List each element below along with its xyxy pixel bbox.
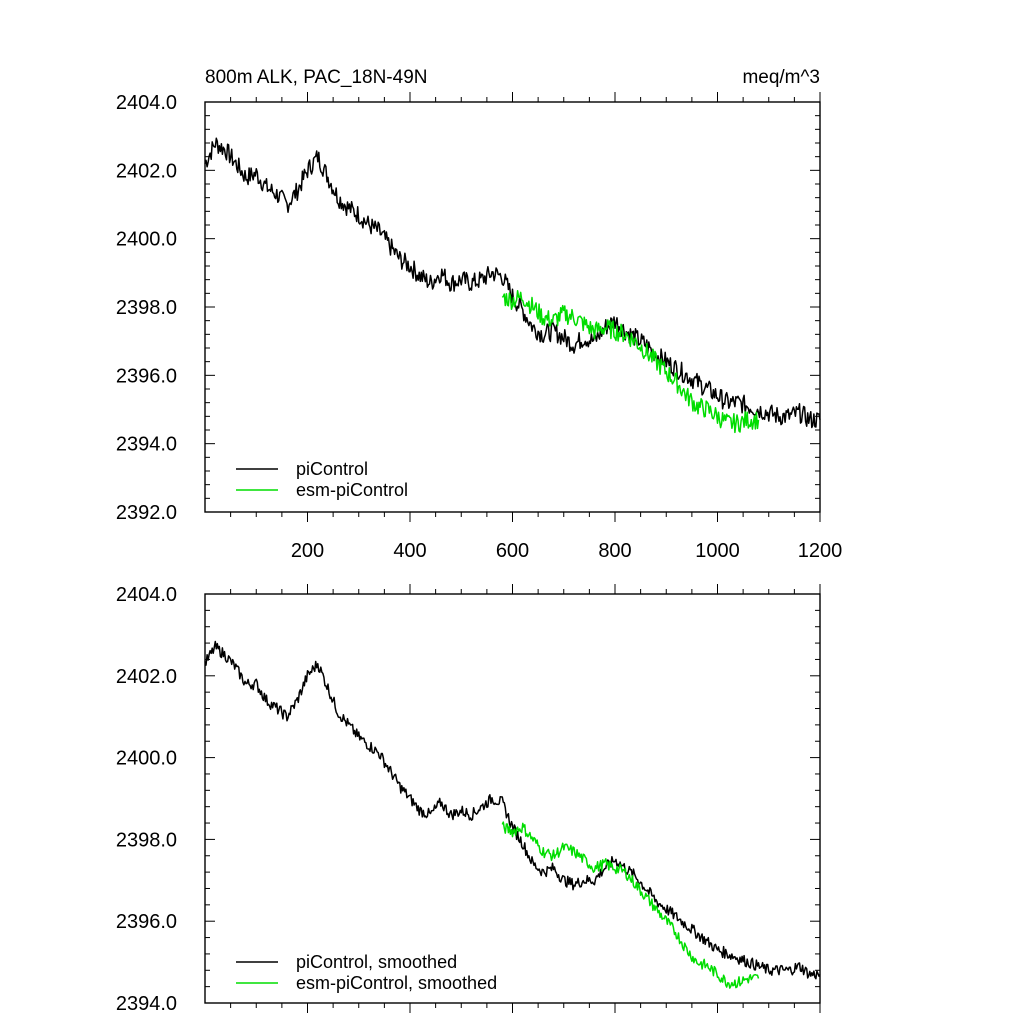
- top-ticks-layer: 2392.0 2394.0 2396.0 2398.0 2400.0 2402.0 2404…: [116, 92, 842, 562]
- x-tick-label: 800: [598, 540, 631, 562]
- bottom-plot-frame: [204, 593, 821, 1004]
- top-panel: 2392.0 2394.0 2396.0 2398.0 2400.0 2402.0 2404…: [116, 92, 842, 562]
- bottom-y-tick-label: 2404.0: [116, 584, 177, 606]
- top-series-line-picontrol: [204, 137, 821, 429]
- bottom-series-line-picontrol: [204, 640, 821, 980]
- bottom-y-tick-label: 2398.0: [116, 829, 177, 851]
- bottom-series-layer: [204, 640, 821, 989]
- chart-title: 800m ALK, PAC_18N-49N: [205, 67, 428, 88]
- top-y-tick-label: 2402.0: [116, 160, 177, 182]
- bottom-y-tick-label: 2402.0: [116, 666, 177, 688]
- bottom-legend: piControl, smoothed esm-piControl, smoot…: [236, 952, 497, 993]
- legend-label-picontrol-smoothed: piControl, smoothed: [296, 952, 457, 972]
- top-y-tick-label: 2392.0: [116, 502, 177, 524]
- x-tick-label: 1000: [695, 540, 740, 562]
- x-tick-label: 400: [393, 540, 426, 562]
- x-tick-label: 200: [291, 540, 324, 562]
- bottom-panel: 2394.0 2396.0 2398.0 2400.0 2402.0 2404.0 piC…: [116, 584, 821, 1015]
- x-tick-label: 600: [496, 540, 529, 562]
- legend-label-esm-picontrol: esm-piControl: [296, 480, 408, 500]
- units-label: meq/m^3: [742, 67, 820, 88]
- bottom-y-tick-label: 2394.0: [116, 993, 177, 1015]
- top-y-tick-label: 2396.0: [116, 365, 177, 387]
- x-tick-label: 1200: [798, 540, 843, 562]
- top-y-tick-label: 2394.0: [116, 434, 177, 456]
- top-series-layer: [204, 137, 821, 434]
- bottom-ticks-layer: 2394.0 2396.0 2398.0 2400.0 2402.0 2404.0: [116, 584, 821, 1015]
- bottom-y-tick-label: 2396.0: [116, 911, 177, 933]
- bottom-series-line-esm-picontrol: [501, 821, 760, 989]
- bottom-y-tick-label: 2400.0: [116, 748, 177, 770]
- top-series-line-esm-picontrol: [501, 290, 760, 434]
- top-y-tick-label: 2404.0: [116, 92, 177, 114]
- legend-label-picontrol: piControl: [296, 459, 368, 479]
- legend-label-esm-picontrol-smoothed: esm-piControl, smoothed: [296, 973, 497, 993]
- top-y-tick-label: 2400.0: [116, 229, 177, 251]
- top-legend: piControl esm-piControl: [236, 459, 408, 500]
- top-y-tick-label: 2398.0: [116, 297, 177, 319]
